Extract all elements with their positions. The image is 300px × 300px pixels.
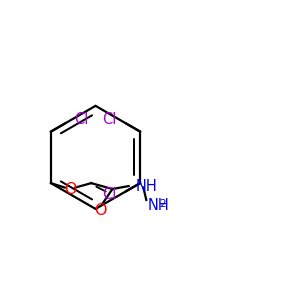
Text: Cl: Cl <box>102 187 117 202</box>
Text: O: O <box>64 182 76 196</box>
Text: Cl: Cl <box>102 112 117 128</box>
Text: NH: NH <box>148 198 170 213</box>
Text: Cl: Cl <box>74 112 89 128</box>
Text: 2: 2 <box>159 199 166 209</box>
Text: NH: NH <box>136 178 158 194</box>
Text: O: O <box>94 203 106 218</box>
